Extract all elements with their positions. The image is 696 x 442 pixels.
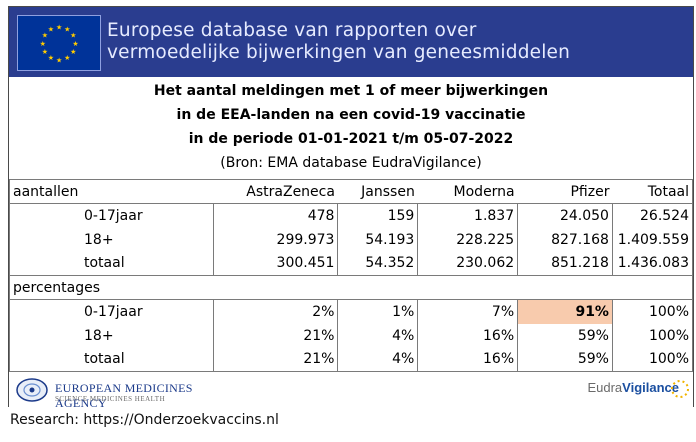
reports-table: aantallen AstraZeneca Janssen Moderna Pfizer… (9, 179, 694, 372)
percentage-cell: 4% (337, 323, 419, 348)
row-label: 18+ (9, 227, 214, 252)
research-credit: Research: https://Onderzoekvaccins.nl (10, 412, 279, 428)
table-row: 18+ 21% 4% 16% 59% 100% (9, 323, 694, 348)
empty-cell (417, 275, 518, 300)
highlight-cell: 91% (517, 299, 613, 324)
percentage-cell: 4% (337, 347, 419, 372)
row-label: 18+ (9, 323, 214, 348)
eu-star-icon: ★ (64, 54, 70, 62)
eu-star-icon: ★ (48, 54, 54, 62)
table-title: Het aantal meldingen met 1 of meer bijwe… (9, 79, 693, 181)
percentage-cell: 7% (417, 299, 519, 324)
section-label-percentages: percentages (9, 275, 214, 300)
percentage-cell: 59% (517, 323, 613, 348)
row-label: totaal (9, 347, 214, 372)
eu-star-icon: ★ (56, 56, 62, 64)
ev-part-1: Eudra (587, 380, 623, 395)
count-cell: 159 (337, 203, 419, 228)
row-label: 0-17jaar (9, 203, 214, 228)
count-cell: 1.409.559 (611, 227, 694, 252)
count-cell: 851.218 (517, 251, 613, 276)
count-cell: 54.193 (337, 227, 419, 252)
percentage-cell: 59% (517, 347, 613, 372)
eudravigilance-logo: EudraVigilance (587, 380, 679, 395)
count-cell: 299.973 (212, 227, 339, 252)
banner-line-1: Europese database van rapporten over (107, 20, 477, 41)
header-banner: ★ ★ ★ ★ ★ ★ ★ ★ ★ ★ ★ ★ Europese database van rappo… (9, 7, 693, 77)
eu-star-icon: ★ (64, 26, 70, 34)
count-cell: 1.436.083 (611, 251, 694, 276)
count-cell: 300.451 (212, 251, 339, 276)
table-row: 0-17jaar 2% 1% 7% 91% 100% (9, 299, 694, 324)
percentage-cell: 2% (212, 299, 339, 324)
ev-part-2: Vigilance (622, 380, 679, 395)
title-line-2: in de EEA-landen na een covid-19 vaccina… (176, 107, 526, 123)
column-header: Pfizer (517, 179, 613, 204)
row-label: 0-17jaar (9, 299, 214, 324)
percentage-cell: 21% (212, 323, 339, 348)
count-cell: 230.062 (417, 251, 519, 276)
eu-star-icon: ★ (42, 32, 48, 40)
column-header: Janssen (337, 179, 418, 204)
eu-star-icon: ★ (56, 24, 62, 32)
table-row: totaal 21% 4% 16% 59% 100% (9, 347, 694, 372)
count-cell: 228.225 (417, 227, 519, 252)
count-cell: 26.524 (611, 203, 694, 228)
eu-star-icon: ★ (72, 40, 78, 48)
empty-cell (337, 275, 418, 300)
percentage-cell: 100% (611, 347, 694, 372)
column-header: AstraZeneca (213, 179, 338, 204)
table-row: totaal 300.451 54.352 230.062 851.218 1.436.0… (9, 251, 694, 276)
report-frame: ★ ★ ★ ★ ★ ★ ★ ★ ★ ★ ★ ★ Europese database van rappo… (8, 6, 694, 410)
column-header: Moderna (417, 179, 518, 204)
count-cell: 827.168 (517, 227, 613, 252)
ema-logo: EUROPEAN MEDICINES AGENCY SCIENCE MEDICI… (15, 375, 215, 410)
percentages-header-row: percentages (9, 275, 694, 300)
empty-cell (213, 275, 338, 300)
title-line-1: Het aantal meldingen met 1 of meer bijwe… (153, 83, 549, 99)
count-cell: 1.837 (417, 203, 519, 228)
header-row: aantallen AstraZeneca Janssen Moderna Pfizer… (9, 179, 694, 204)
ev-stars-icon (671, 380, 689, 398)
eu-star-icon: ★ (70, 32, 76, 40)
eu-star-icon: ★ (40, 40, 46, 48)
row-label: totaal (9, 251, 214, 276)
empty-cell (612, 275, 694, 300)
title-line-3: in de periode 01-01-2021 t/m 05-07-2022 (188, 131, 514, 147)
source-note: (Bron: EMA database EudraVigilance) (220, 155, 482, 171)
banner-title: Europese database van rapporten over ver… (107, 20, 570, 64)
percentage-cell: 16% (417, 323, 519, 348)
table-row: 18+ 299.973 54.193 228.225 827.168 1.409.559 (9, 227, 694, 252)
eu-star-icon: ★ (48, 26, 54, 34)
banner-line-2: vermoedelijke bijwerkingen van geneesmid… (107, 42, 571, 63)
percentage-cell: 100% (611, 299, 694, 324)
count-cell: 54.352 (337, 251, 419, 276)
percentage-cell: 21% (212, 347, 339, 372)
empty-cell (517, 275, 613, 300)
eu-star-icon: ★ (42, 48, 48, 56)
table-row: 0-17jaar 478 159 1.837 24.050 26.524 (9, 203, 694, 228)
ema-emblem-icon (16, 378, 48, 402)
footer-logos: EUROPEAN MEDICINES AGENCY SCIENCE MEDICI… (9, 371, 693, 410)
column-header: Totaal (612, 179, 694, 204)
count-cell: 478 (212, 203, 339, 228)
percentage-cell: 1% (337, 299, 419, 324)
eu-flag-icon: ★ ★ ★ ★ ★ ★ ★ ★ ★ ★ ★ ★ (17, 15, 101, 71)
section-label-counts: aantallen (9, 179, 214, 204)
count-cell: 24.050 (517, 203, 613, 228)
ema-tagline: SCIENCE MEDICINES HEALTH (55, 395, 166, 403)
percentage-cell: 100% (611, 323, 694, 348)
percentage-cell: 16% (417, 347, 519, 372)
eu-star-icon: ★ (70, 48, 76, 56)
ema-name: EUROPEAN MEDICINES AGENCY (55, 381, 193, 410)
